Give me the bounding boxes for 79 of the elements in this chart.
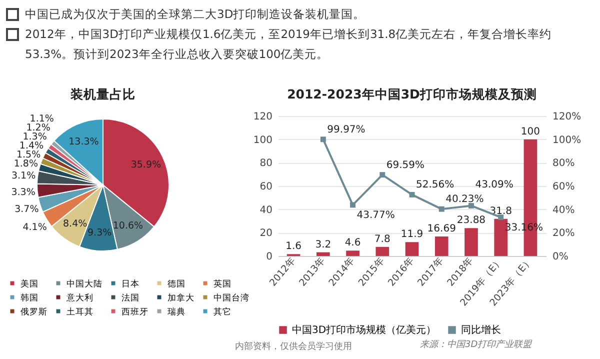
- data-label: 43.77%: [356, 210, 395, 221]
- y-tick-label: 20: [260, 228, 272, 240]
- data-label: 43.09%: [475, 180, 514, 191]
- data-label: 23.88: [456, 215, 486, 226]
- y-tick-label: 80: [260, 158, 272, 170]
- bar: [405, 242, 419, 256]
- data-label: 52.56%: [416, 180, 454, 191]
- data-label: 8.4%: [63, 218, 88, 230]
- legend-label: 俄罗斯: [20, 306, 48, 318]
- y2-tick-label: 60%: [552, 182, 575, 192]
- legend-label: 其它: [214, 306, 232, 318]
- point: [380, 172, 386, 178]
- data-label: 1.5%: [16, 150, 41, 161]
- data-label: 35.9%: [130, 160, 162, 171]
- text: 中国已成为仅次于美国的全球第二大3D打印制造设备装机量国。: [25, 6, 366, 23]
- y-tick-label: 0: [266, 252, 272, 262]
- legend-label: 意大利: [66, 292, 94, 304]
- y2-tick-label: 20%: [552, 228, 575, 240]
- data-label: 10.6%: [112, 220, 144, 232]
- point: [468, 202, 474, 208]
- point: [350, 202, 356, 208]
- y2-tick-label: 120%: [552, 112, 582, 122]
- y2-tick-label: 0%: [552, 252, 568, 262]
- data-label: 1.6: [286, 241, 302, 252]
- legend-label: 韩国: [20, 292, 38, 304]
- data-label: 1.1%: [30, 114, 54, 125]
- legend-label: 中国3D打印市场规模（亿美元）: [292, 324, 436, 336]
- data-label: 1.8%: [14, 158, 38, 170]
- data-label: 3.1%: [11, 170, 36, 182]
- data-label: 7.8: [374, 234, 390, 245]
- y2-tick-label: 80%: [552, 158, 575, 170]
- data-label: 11.9: [400, 229, 424, 240]
- data-label: 100: [520, 126, 540, 138]
- legend-label: 中国大陆: [66, 278, 102, 290]
- data-label: 1.2%: [26, 122, 50, 134]
- data-label: 3.2: [315, 239, 332, 250]
- data-label: 40.23%: [446, 194, 484, 206]
- legend-label: 土耳其: [66, 306, 94, 318]
- data-label: 1.3%: [22, 132, 47, 143]
- text: 内部资料，仅供会员学习使用: [235, 340, 352, 353]
- y-tick-label: 40: [260, 204, 272, 216]
- legend-label: 法国: [122, 292, 140, 304]
- legend-label: 西班牙: [122, 306, 148, 318]
- legend-label: 加拿大: [168, 292, 194, 304]
- point: [320, 136, 326, 142]
- legend-label: 中国台湾: [214, 292, 250, 304]
- y2-tick-label: 40%: [552, 204, 575, 216]
- bar: [346, 250, 360, 256]
- source-note: 来源：中国3D打印产业联盟: [420, 338, 532, 351]
- point: [498, 214, 504, 220]
- bar: [376, 246, 390, 256]
- data-label: 9.3%: [88, 227, 112, 238]
- data-label: 69.59%: [386, 160, 425, 171]
- y-tick-label: 60: [260, 182, 272, 192]
- y2-tick-label: 100%: [552, 134, 582, 146]
- data-label: 3.7%: [14, 204, 39, 216]
- text: 2012年，中国3D打印产业规模仅1.6亿美元，至2019年已增长到31.8亿美元左右，年复合增长率约53.3%。预计到2023年全行业总收入要突破100亿美元。: [25, 26, 553, 63]
- y-tick-label: 100: [253, 134, 272, 146]
- data-label: 16.69: [427, 224, 456, 235]
- chart-title: 2012-2023年中国3D打印市场规模及预测: [287, 86, 537, 102]
- data-label: 99.97%: [327, 124, 366, 136]
- data-label: 4.6: [344, 238, 361, 249]
- bar: [316, 252, 330, 256]
- data-label: 4.1%: [22, 222, 47, 233]
- bar: [434, 236, 448, 256]
- point: [438, 206, 444, 212]
- data-label: 1.4%: [19, 140, 44, 152]
- legend-label: 瑞典: [168, 306, 186, 318]
- legend-label: 日本: [122, 278, 140, 290]
- y-tick-label: 120: [253, 112, 272, 122]
- point: [409, 192, 415, 198]
- legend-label: 同比增长: [461, 324, 501, 336]
- data-label: 3.3%: [11, 186, 36, 198]
- data-label: 13.3%: [68, 136, 99, 148]
- legend-label: 英国: [214, 278, 232, 290]
- chart-title: 装机量占比: [70, 86, 136, 102]
- legend-label: 德国: [168, 278, 186, 290]
- legend-label: 美国: [20, 278, 38, 290]
- bar: [464, 228, 478, 256]
